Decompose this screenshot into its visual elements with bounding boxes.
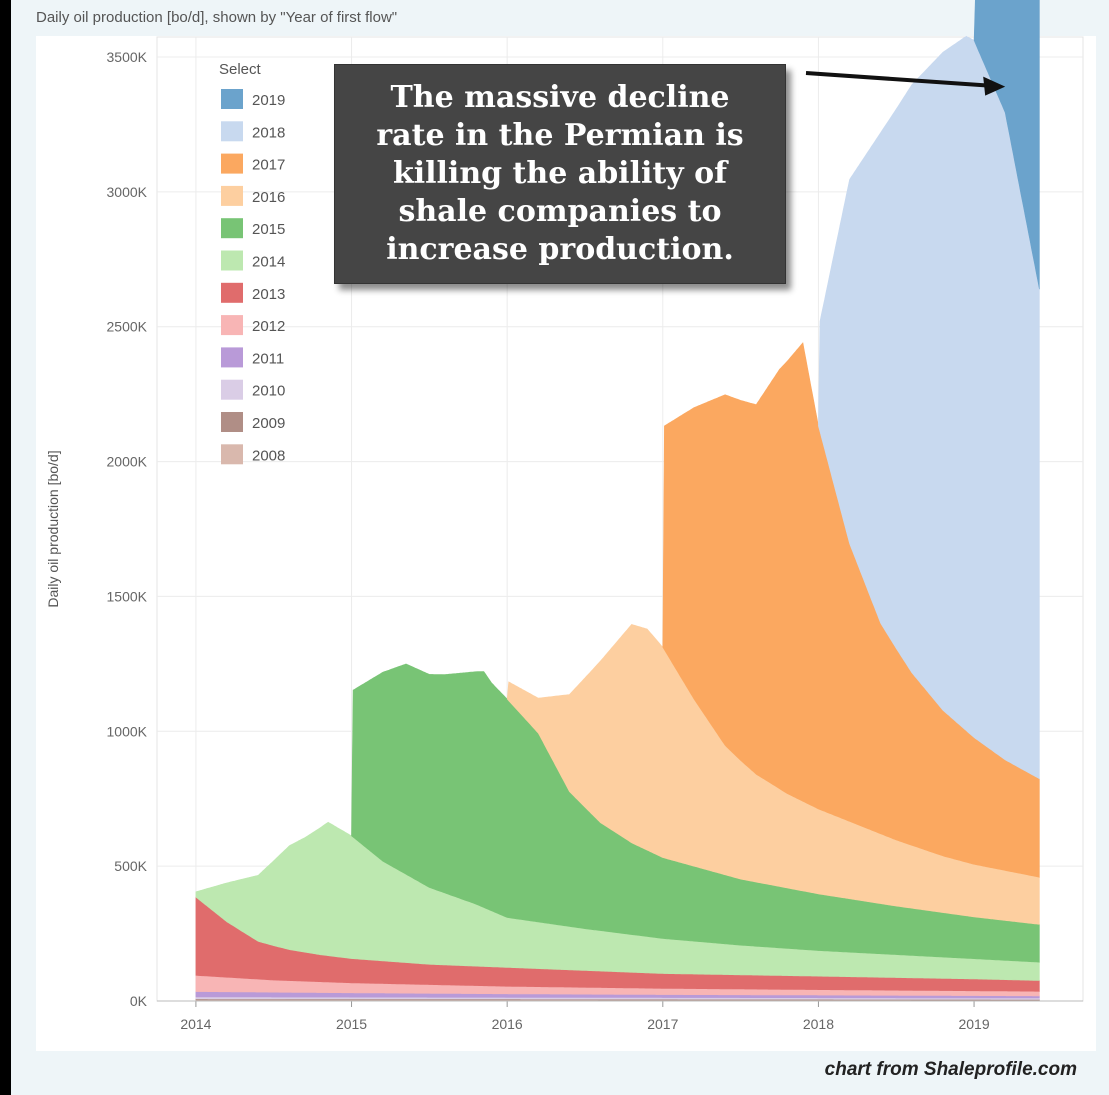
legend-swatch-2011[interactable] <box>221 347 243 368</box>
legend-label-2013[interactable]: 2013 <box>252 286 285 303</box>
legend-swatch-2016[interactable] <box>221 185 243 206</box>
legend-swatch-2013[interactable] <box>221 282 243 303</box>
stacked-areas <box>195 0 1040 1002</box>
legend-label-2008[interactable]: 2008 <box>252 447 285 464</box>
annotation-callout: The massive decline rate in the Permian … <box>334 64 786 284</box>
annotation-line: killing the ability of <box>392 156 728 191</box>
y-tick-label: 3500K <box>107 49 148 65</box>
left-border <box>0 0 11 1095</box>
legend-label-2016[interactable]: 2016 <box>252 189 285 206</box>
annotation-arrow <box>805 71 1006 96</box>
y-tick-label: 0K <box>130 993 148 1009</box>
legend-label-2012[interactable]: 2012 <box>252 318 285 335</box>
x-tick-label: 2014 <box>180 1016 211 1032</box>
annotation-text: The massive decline rate in the Permian … <box>376 79 743 269</box>
legend-swatch-2012[interactable] <box>221 315 243 336</box>
legend-label-2019[interactable]: 2019 <box>252 92 285 109</box>
area-series-2017 <box>662 342 1040 878</box>
area-series-2018 <box>818 35 1040 780</box>
legend-swatch-2014[interactable] <box>221 250 243 271</box>
legend-label-2018[interactable]: 2018 <box>252 124 285 141</box>
source-credit: chart from Shaleprofile.com <box>824 1059 1077 1080</box>
y-tick-label: 2500K <box>107 319 148 335</box>
y-tick-label: 1500K <box>107 588 148 604</box>
x-tick-label: 2017 <box>647 1016 678 1032</box>
annotation-line: increase production. <box>386 232 734 267</box>
annotation-line: The massive decline <box>390 80 730 115</box>
arrow-head <box>983 76 1006 96</box>
axes: 0K 500K 1000K 1500K 2000K 2500K 3000K 3500K 2014… <box>45 49 1083 1032</box>
x-tick-label: 2015 <box>336 1016 367 1032</box>
x-tick-label: 2016 <box>492 1016 523 1032</box>
y-tick-label: 3000K <box>107 184 148 200</box>
y-tick-label: 500K <box>114 858 147 874</box>
legend[interactable]: Select 2019 2018 2017 2016 2015 2014 2013 2012 20… <box>219 61 285 465</box>
legend-swatch-2019[interactable] <box>221 89 243 109</box>
legend-label-2017[interactable]: 2017 <box>252 157 285 174</box>
legend-swatch-2009[interactable] <box>221 412 243 432</box>
legend-swatch-2008[interactable] <box>221 444 243 465</box>
annotation-line: shale companies to <box>398 194 722 229</box>
legend-label-2009[interactable]: 2009 <box>252 415 285 432</box>
legend-swatch-2015[interactable] <box>221 218 243 239</box>
x-tick-label: 2019 <box>958 1016 989 1032</box>
legend-swatch-2017[interactable] <box>221 153 243 174</box>
legend-swatch-2018[interactable] <box>221 121 243 142</box>
chart-header-title: Daily oil production [bo/d], shown by "Y… <box>36 9 398 26</box>
legend-label-2014[interactable]: 2014 <box>252 254 285 271</box>
annotation-line: rate in the Permian is <box>376 118 744 153</box>
y-tick-label: 1000K <box>107 723 148 739</box>
legend-title: Select <box>219 61 262 78</box>
legend-label-2015[interactable]: 2015 <box>252 221 285 238</box>
area-series-2019 <box>973 0 1040 290</box>
y-axis-title: Daily oil production [bo/d] <box>45 450 61 607</box>
y-tick-label: 2000K <box>107 454 148 470</box>
legend-label-2011[interactable]: 2011 <box>252 350 284 367</box>
legend-swatch-2010[interactable] <box>221 379 243 400</box>
x-tick-label: 2018 <box>803 1016 834 1032</box>
legend-label-2010[interactable]: 2010 <box>252 383 285 400</box>
arrow-shaft <box>805 71 990 88</box>
